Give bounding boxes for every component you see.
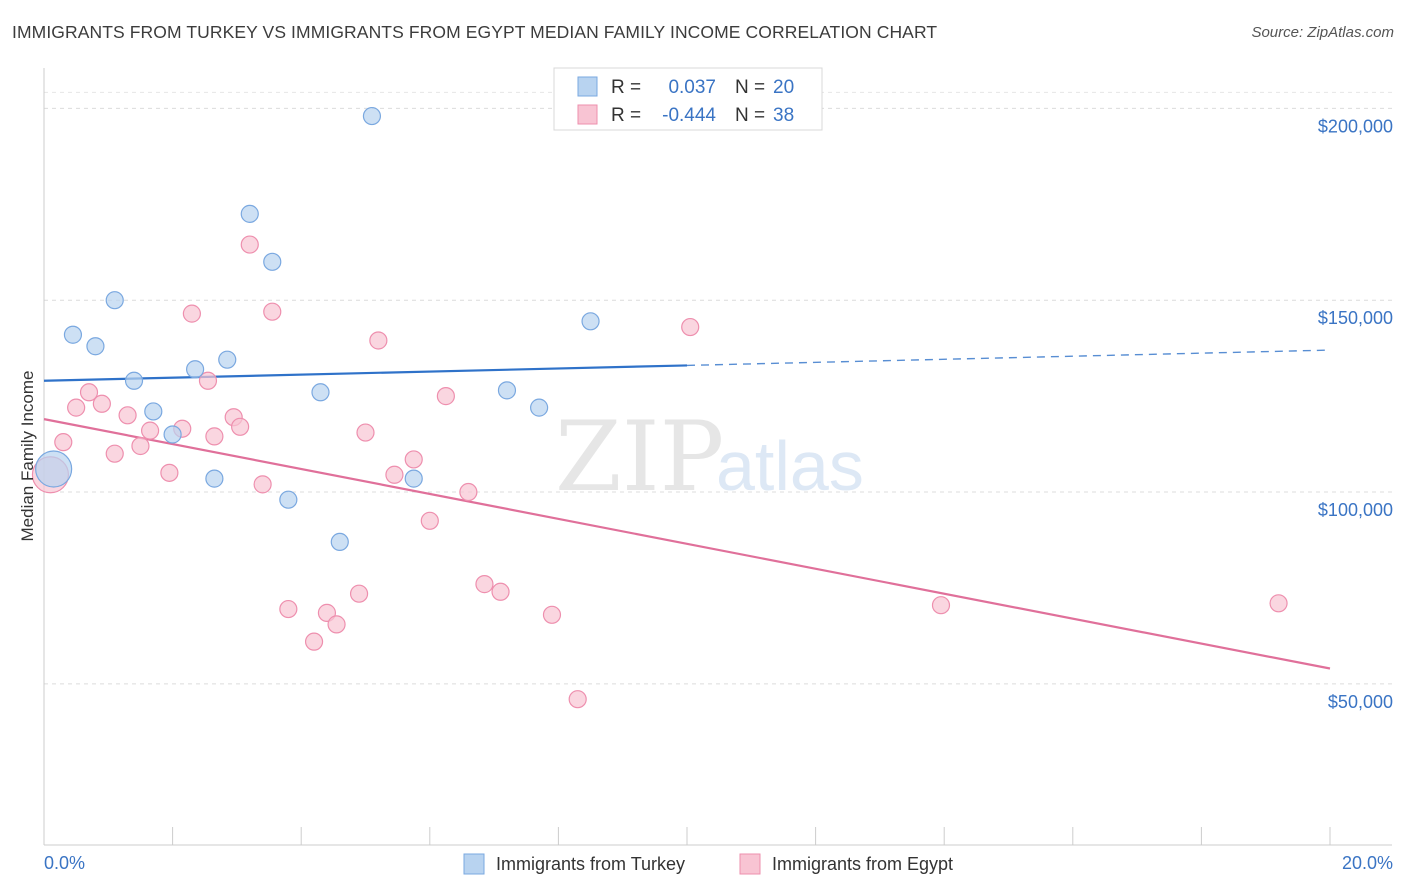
point-series-0-9 <box>218 350 237 369</box>
source-credit: Source: ZipAtlas.com <box>1251 24 1394 41</box>
trend-line-extension-series-0 <box>686 349 1331 367</box>
series-legend: Immigrants from Turkey Immigrants from Eg… <box>463 853 953 875</box>
point-series-0-14 <box>330 532 349 552</box>
watermark-atlas: atlas <box>716 427 864 505</box>
y-tick-label-2: $150,000 <box>1318 308 1393 328</box>
legend-n-value-1: 38 <box>773 105 794 126</box>
point-series-1-24 <box>356 423 375 442</box>
trend-lines <box>43 349 1331 670</box>
point-series-1-1 <box>54 433 73 452</box>
y-tick-label-1: $100,000 <box>1318 500 1393 520</box>
point-series-1-36 <box>931 596 951 615</box>
watermark: ZIP atlas <box>555 401 864 513</box>
point-series-1-25 <box>369 331 388 350</box>
point-series-0-13 <box>311 383 330 402</box>
legend-swatch-1 <box>577 104 598 125</box>
point-series-1-35 <box>681 317 700 337</box>
point-series-1-7 <box>131 436 150 456</box>
point-series-1-16 <box>240 235 259 254</box>
bottom-legend-label-0: Immigrants from Turkey <box>496 854 685 874</box>
point-series-1-32 <box>491 582 510 601</box>
point-series-0-17 <box>497 381 517 400</box>
point-series-1-22 <box>327 615 346 634</box>
point-series-1-31 <box>475 575 494 594</box>
trend-line-series-0 <box>43 364 688 382</box>
trend-line-series-1 <box>43 418 1331 670</box>
legend-n-label-0: N = <box>735 77 765 98</box>
point-series-0-8 <box>205 469 224 488</box>
point-series-0-5 <box>144 402 163 421</box>
legend-swatch-0 <box>577 76 598 97</box>
bottom-legend-swatch-1 <box>739 853 761 875</box>
point-series-0-10 <box>240 204 259 223</box>
point-series-1-3 <box>79 383 99 402</box>
legend-r-label-1: R = <box>611 105 641 126</box>
point-series-1-18 <box>263 302 282 321</box>
point-series-0-12 <box>279 490 298 509</box>
point-series-1-19 <box>279 599 298 619</box>
point-series-0-3 <box>105 291 124 310</box>
point-series-1-8 <box>140 421 160 440</box>
legend-n-value-0: 20 <box>773 77 794 98</box>
watermark-zip: ZIP <box>555 401 724 513</box>
point-series-0-0 <box>35 450 73 488</box>
chart-title: IMMIGRANTS FROM TURKEY VS IMMIGRANTS FRO… <box>12 22 938 42</box>
point-series-1-12 <box>198 371 218 390</box>
point-series-0-1 <box>63 325 83 344</box>
point-series-0-4 <box>124 371 144 390</box>
legend-n-label-1: N = <box>735 105 765 126</box>
point-series-1-13 <box>205 427 224 446</box>
point-series-1-29 <box>436 387 455 406</box>
point-series-1-2 <box>67 398 86 417</box>
point-series-0-15 <box>362 106 382 126</box>
point-series-1-15 <box>231 417 250 436</box>
point-series-1-28 <box>420 511 439 530</box>
point-series-1-5 <box>105 444 124 463</box>
point-series-1-27 <box>404 450 423 469</box>
y-tick-labels: $50,000 $100,000 $150,000 $200,000 <box>1318 116 1393 711</box>
legend-r-value-1: -0.444 <box>662 105 716 126</box>
point-series-1-17 <box>253 475 272 494</box>
x-tick-label-0: 0.0% <box>44 853 85 873</box>
point-series-1-4 <box>92 394 111 413</box>
point-series-1-30 <box>459 482 478 502</box>
point-series-0-18 <box>530 398 549 417</box>
point-series-0-16 <box>404 469 423 488</box>
point-series-0-11 <box>263 252 282 271</box>
point-series-1-37 <box>1269 594 1288 613</box>
x-tick-labels: 0.0% 20.0% <box>44 853 1393 873</box>
y-tick-label-0: $50,000 <box>1328 692 1393 712</box>
point-series-0-7 <box>186 360 205 379</box>
point-series-1-11 <box>182 304 201 323</box>
point-series-1-33 <box>542 605 562 624</box>
legend-r-label-0: R = <box>611 77 641 98</box>
y-tick-label-3: $200,000 <box>1318 116 1393 136</box>
point-series-0-2 <box>86 337 105 356</box>
data-points <box>31 106 1288 709</box>
point-series-1-6 <box>118 406 137 425</box>
bottom-legend-label-1: Immigrants from Egypt <box>772 854 953 874</box>
correlation-legend: R = 0.037 N = 20 R = -0.444 N = 38 <box>553 67 823 131</box>
point-series-0-19 <box>581 312 600 331</box>
point-series-1-23 <box>349 584 369 603</box>
x-tick-label-1: 20.0% <box>1342 853 1393 873</box>
point-series-1-26 <box>385 465 404 484</box>
legend-r-value-0: 0.037 <box>668 77 716 98</box>
point-series-1-9 <box>160 463 179 482</box>
point-series-1-34 <box>568 690 587 709</box>
point-series-1-20 <box>304 632 324 651</box>
bottom-legend-swatch-0 <box>463 853 485 875</box>
point-series-0-6 <box>163 425 182 444</box>
y-axis-label: Median Family Income <box>18 370 37 541</box>
legend-box <box>553 67 823 131</box>
grid-lines <box>44 91 1392 685</box>
